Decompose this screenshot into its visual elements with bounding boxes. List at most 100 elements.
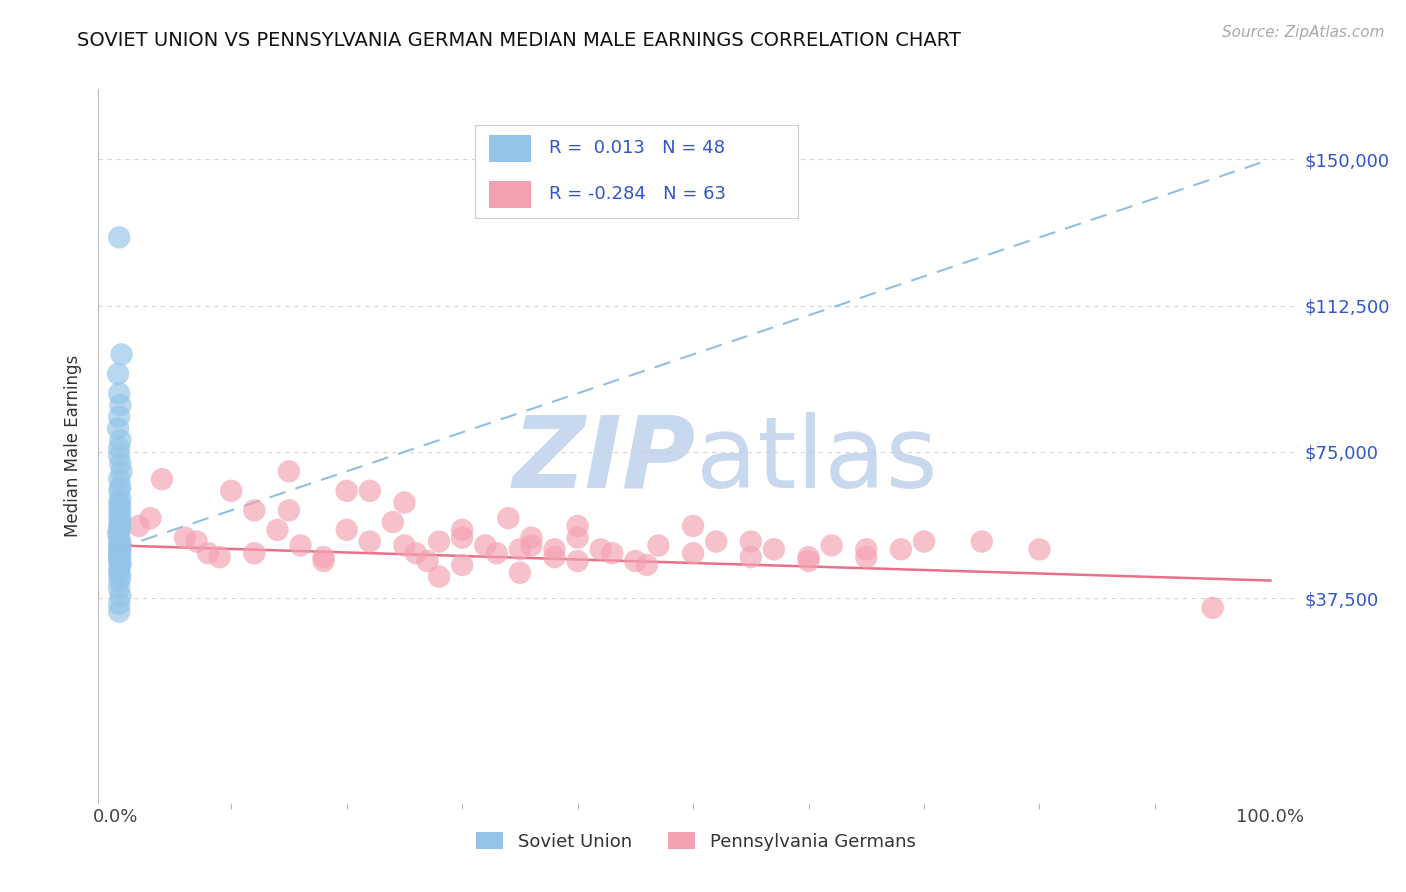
Point bbox=[107, 421, 129, 435]
Point bbox=[110, 521, 132, 535]
Point bbox=[108, 605, 131, 619]
Point bbox=[589, 542, 612, 557]
Point bbox=[219, 483, 242, 498]
Point bbox=[520, 538, 543, 552]
Point bbox=[108, 597, 131, 611]
Point bbox=[110, 500, 132, 514]
Point bbox=[108, 523, 131, 537]
Point bbox=[197, 546, 219, 560]
Point bbox=[451, 523, 474, 537]
Point bbox=[427, 534, 450, 549]
Point bbox=[636, 558, 658, 572]
Point bbox=[108, 548, 131, 562]
Point bbox=[543, 550, 565, 565]
Point bbox=[567, 531, 589, 545]
Point bbox=[855, 542, 877, 557]
Point bbox=[110, 556, 132, 570]
Point bbox=[797, 550, 820, 565]
Point bbox=[1202, 600, 1225, 615]
Point bbox=[108, 574, 131, 588]
Point bbox=[243, 546, 266, 560]
Point bbox=[278, 464, 301, 478]
Point bbox=[108, 546, 131, 560]
Point bbox=[107, 526, 129, 541]
Point bbox=[108, 472, 131, 486]
Point bbox=[266, 523, 288, 537]
Bar bbox=[489, 181, 531, 208]
Point bbox=[312, 550, 335, 565]
FancyBboxPatch shape bbox=[475, 125, 797, 218]
Point bbox=[110, 515, 132, 529]
Point bbox=[543, 542, 565, 557]
Point bbox=[110, 433, 132, 447]
Point bbox=[110, 457, 132, 471]
Point bbox=[890, 542, 912, 557]
Point bbox=[108, 552, 131, 566]
Point bbox=[312, 554, 335, 568]
Point bbox=[647, 538, 669, 552]
Point bbox=[278, 503, 301, 517]
Point bbox=[451, 558, 474, 572]
Point bbox=[740, 534, 762, 549]
Point bbox=[108, 536, 131, 550]
Point bbox=[108, 483, 131, 498]
Point bbox=[107, 367, 129, 381]
Point bbox=[139, 511, 162, 525]
Point bbox=[110, 589, 132, 603]
Point bbox=[108, 531, 131, 545]
Point bbox=[110, 544, 132, 558]
Text: R =  0.013   N = 48: R = 0.013 N = 48 bbox=[548, 139, 725, 157]
Point bbox=[108, 562, 131, 576]
Point bbox=[509, 566, 531, 580]
Point bbox=[567, 554, 589, 568]
Point bbox=[509, 542, 531, 557]
Point bbox=[474, 538, 496, 552]
Point bbox=[359, 534, 381, 549]
Text: Source: ZipAtlas.com: Source: ZipAtlas.com bbox=[1222, 25, 1385, 40]
Point bbox=[110, 541, 132, 555]
Point bbox=[108, 519, 131, 533]
Point bbox=[110, 569, 132, 583]
Point bbox=[797, 554, 820, 568]
Point bbox=[243, 503, 266, 517]
Text: SOVIET UNION VS PENNSYLVANIA GERMAN MEDIAN MALE EARNINGS CORRELATION CHART: SOVIET UNION VS PENNSYLVANIA GERMAN MEDI… bbox=[77, 31, 962, 50]
Point bbox=[108, 554, 131, 568]
Point bbox=[1028, 542, 1050, 557]
Point bbox=[108, 582, 131, 596]
Text: atlas: atlas bbox=[696, 412, 938, 508]
Point bbox=[110, 550, 132, 565]
Point bbox=[416, 554, 439, 568]
Point bbox=[150, 472, 173, 486]
Point bbox=[970, 534, 993, 549]
Point bbox=[498, 511, 520, 525]
Point bbox=[520, 531, 543, 545]
Text: R = -0.284   N = 63: R = -0.284 N = 63 bbox=[548, 186, 725, 203]
Point bbox=[336, 483, 359, 498]
Point bbox=[108, 511, 131, 525]
Point bbox=[108, 441, 131, 455]
Point bbox=[110, 491, 132, 506]
Point bbox=[186, 534, 208, 549]
Point bbox=[405, 546, 427, 560]
Text: ZIP: ZIP bbox=[513, 412, 696, 508]
Point bbox=[855, 550, 877, 565]
Point bbox=[110, 534, 132, 549]
Point bbox=[820, 538, 842, 552]
Point bbox=[174, 531, 197, 545]
Point bbox=[600, 546, 623, 560]
Point bbox=[108, 409, 131, 424]
Point bbox=[624, 554, 647, 568]
Point bbox=[110, 480, 132, 494]
Point bbox=[451, 531, 474, 545]
Point bbox=[110, 558, 132, 572]
Point bbox=[108, 230, 131, 244]
Point bbox=[110, 398, 132, 412]
Point bbox=[208, 550, 231, 565]
Point bbox=[762, 542, 785, 557]
Point bbox=[108, 542, 131, 557]
Point bbox=[108, 566, 131, 580]
Point bbox=[394, 538, 416, 552]
Point bbox=[682, 519, 704, 533]
Point bbox=[128, 519, 150, 533]
Point bbox=[108, 495, 131, 509]
